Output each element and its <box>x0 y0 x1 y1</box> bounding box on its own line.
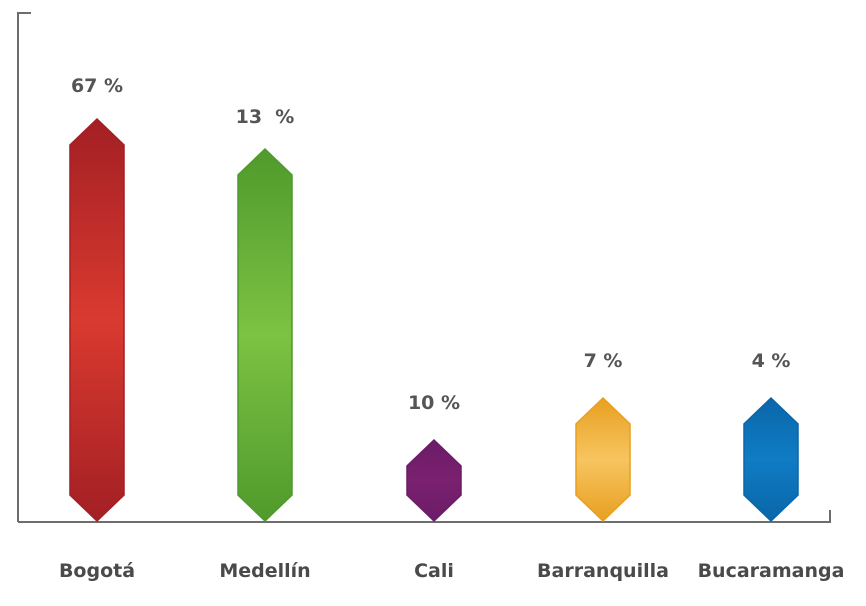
bar-medellin <box>237 147 293 523</box>
value-label-cali: 10 % <box>408 392 460 414</box>
category-label-barranquilla: Barranquilla <box>537 560 669 582</box>
category-label-bucaramanga: Bucaramanga <box>698 560 845 582</box>
bar-bucaramanga <box>743 396 799 523</box>
category-labels-group: Bogotá Medellín Cali Barranquilla Bucaramang… <box>59 560 844 582</box>
value-label-bucaramanga: 4 % <box>752 350 791 372</box>
category-label-medellin: Medellín <box>219 560 310 582</box>
category-label-cali: Cali <box>414 560 454 582</box>
value-labels-group: 67 % 13 % 10 % 7 % 4 % <box>71 75 790 414</box>
category-label-bogota: Bogotá <box>59 560 135 582</box>
y-axis-line <box>17 12 31 522</box>
chart-axes <box>17 12 831 523</box>
x-axis-line <box>18 510 831 523</box>
bars-group <box>69 117 799 523</box>
bar-bogota <box>69 117 125 523</box>
bar-cali <box>406 438 462 523</box>
value-label-bogota: 67 % <box>71 75 123 97</box>
bar-barranquilla <box>575 396 631 523</box>
value-label-barranquilla: 7 % <box>584 350 623 372</box>
value-label-medellin: 13 % <box>236 106 295 128</box>
